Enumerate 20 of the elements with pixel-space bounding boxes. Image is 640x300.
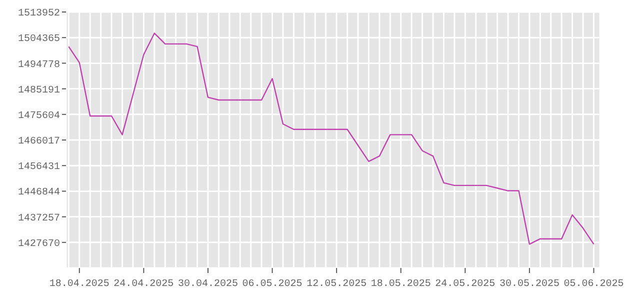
y-tick-label: 1466017 <box>18 136 60 148</box>
y-tick-label: 1475604 <box>18 110 60 122</box>
y-tick-label: 1427670 <box>18 238 60 250</box>
y-tick-label: 1513952 <box>18 8 60 20</box>
x-tick-label: 12.05.2025 <box>306 279 367 290</box>
x-tick-label: 24.04.2025 <box>114 279 174 290</box>
x-tick-label: 18.04.2025 <box>49 279 110 290</box>
x-tick-label: 18.05.2025 <box>370 279 431 290</box>
x-tick-label: 30.04.2025 <box>178 279 238 290</box>
x-tick-label: 06.05.2025 <box>242 279 302 290</box>
y-tick-label: 1494778 <box>18 60 60 71</box>
y-tick-label: 1446844 <box>18 188 60 199</box>
y-tick-label: 1437257 <box>18 213 60 224</box>
y-tick-label: 1456431 <box>18 162 60 174</box>
x-tick-label: 24.05.2025 <box>435 279 496 290</box>
x-tick-label: 30.05.2025 <box>499 279 560 290</box>
y-tick-label: 1504365 <box>18 34 60 46</box>
line-series <box>68 32 594 245</box>
x-tick-label: 05.06.2025 <box>564 279 624 290</box>
y-tick-label: 1485191 <box>18 85 60 96</box>
